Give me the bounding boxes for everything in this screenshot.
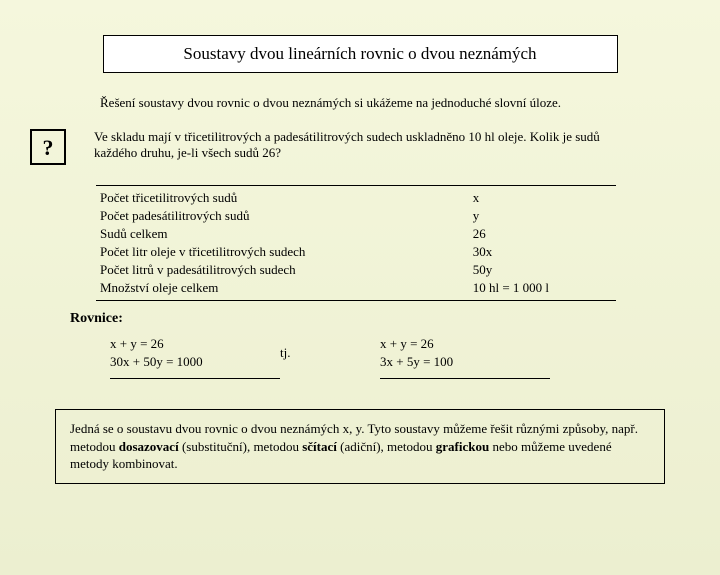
summary-bold: grafickou (436, 439, 489, 454)
cell-label: Počet třicetilitrových sudů (96, 186, 469, 208)
equation: x + y = 26 (380, 335, 550, 353)
cell-value: x (469, 186, 616, 208)
page-title: Soustavy dvou lineárních rovnic o dvou n… (103, 35, 618, 73)
equations-right: x + y = 26 3x + 5y = 100 (380, 335, 550, 379)
summary-bold: dosazovací (119, 439, 179, 454)
table-row: Počet litr oleje v třicetilitrových sude… (96, 243, 616, 261)
cell-label: Počet litrů v padesátilitrových sudech (96, 261, 469, 279)
equation: 30x + 50y = 1000 (110, 353, 280, 371)
cell-value: y (469, 207, 616, 225)
problem-table: Počet třicetilitrových sudůx Počet pades… (96, 185, 616, 301)
question-mark-icon: ? (30, 129, 66, 165)
table-row: Množství oleje celkem10 hl = 1 000 l (96, 279, 616, 301)
cell-value: 26 (469, 225, 616, 243)
table-row: Počet litrů v padesátilitrových sudech50… (96, 261, 616, 279)
summary-bold: sčítací (302, 439, 337, 454)
equation: 3x + 5y = 100 (380, 353, 550, 371)
cell-label: Sudů celkem (96, 225, 469, 243)
equation: x + y = 26 (110, 335, 280, 353)
cell-value: 10 hl = 1 000 l (469, 279, 616, 301)
intro-text: Řešení soustavy dvou rovnic o dvou nezná… (100, 95, 620, 111)
question-text: Ve skladu mají v třicetilitrových a pade… (94, 129, 670, 161)
cell-value: 30x (469, 243, 616, 261)
summary-text: (adiční), metodou (337, 439, 436, 454)
question-row: ? Ve skladu mají v třicetilitrových a pa… (30, 129, 670, 165)
table-row: Počet třicetilitrových sudůx (96, 186, 616, 208)
summary-text: (substituční), metodou (179, 439, 303, 454)
equations-left: x + y = 26 30x + 50y = 1000 (110, 335, 280, 379)
cell-value: 50y (469, 261, 616, 279)
cell-label: Počet litr oleje v třicetilitrových sude… (96, 243, 469, 261)
equations-row: x + y = 26 30x + 50y = 1000 tj. x + y = … (110, 335, 720, 379)
equations-heading: Rovnice: (70, 311, 720, 327)
table-row: Sudů celkem26 (96, 225, 616, 243)
table-row: Počet padesátilitrových sudůy (96, 207, 616, 225)
summary-box: Jedná se o soustavu dvou rovnic o dvou n… (55, 409, 665, 484)
equations-connector: tj. (280, 335, 380, 361)
cell-label: Počet padesátilitrových sudů (96, 207, 469, 225)
cell-label: Množství oleje celkem (96, 279, 469, 301)
